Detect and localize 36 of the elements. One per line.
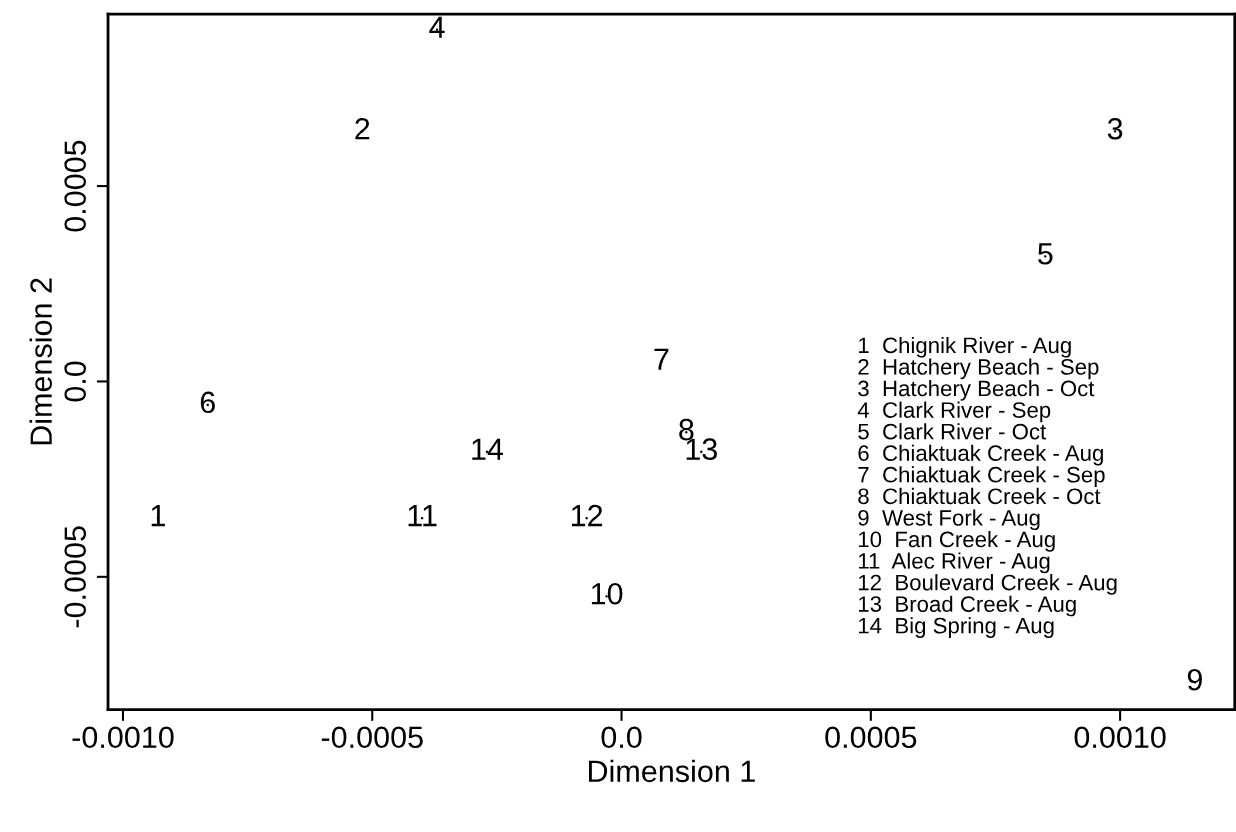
series-label: 3: [1107, 117, 1123, 140]
annotation: 9 West Fork - Aug: [858, 509, 1040, 531]
annotation: 5 Clark River - Oct: [858, 423, 1047, 440]
series-label: 1: [151, 505, 165, 527]
y-axis-title: Dimension 2: [29, 278, 52, 445]
annotation: 3 Hatchery Beach - Oct: [858, 380, 1095, 401]
series-label: 11: [408, 505, 437, 527]
annotation: 13 Broad Creek - Aug: [859, 595, 1076, 617]
series-label: 2: [355, 117, 370, 140]
annotation: 1 Chignik River - Aug: [859, 336, 1071, 358]
annotation: 12 Boulevard Creek - Aug: [859, 574, 1117, 595]
series-label: 4: [429, 16, 445, 38]
series-label: 10: [591, 582, 623, 605]
x-tick-label: 0.0: [601, 726, 642, 749]
annotation: 4 Clark River - Sep: [857, 401, 1051, 423]
y-tick-label: 0.0005: [64, 140, 87, 232]
x-tick-label: -0.0005: [321, 726, 423, 749]
series-label: 5: [1038, 243, 1053, 265]
y-tick-label: -0.0005: [64, 526, 87, 628]
series-label: 7: [654, 348, 669, 370]
annotation: 8 Chiaktuak Creek - Oct: [858, 487, 1101, 505]
annotation: 11 Alec River - Aug: [859, 552, 1050, 574]
x-axis-title: Dimension 1: [588, 759, 755, 783]
series-label: 9: [1187, 668, 1202, 691]
annotation: 6 Chiaktuak Creek - Aug: [858, 444, 1103, 466]
x-tick-label: -0.0010: [72, 726, 174, 749]
x-tick-label: 0.0005: [825, 726, 917, 749]
series-label: 14: [472, 438, 504, 460]
series-label: 6: [200, 391, 215, 414]
annotation: 2 Hatchery Beach - Sep: [858, 358, 1099, 380]
series-label: 12: [571, 504, 603, 527]
annotation: 10 Fan Creek - Aug: [859, 530, 1055, 552]
annotation: 14 Big Spring - Aug: [859, 617, 1054, 638]
x-tick-label: 0.0010: [1074, 726, 1166, 749]
y-tick-label: 0.0: [64, 361, 87, 402]
annotation: 7 Chiaktuak Creek - Sep: [858, 466, 1105, 487]
